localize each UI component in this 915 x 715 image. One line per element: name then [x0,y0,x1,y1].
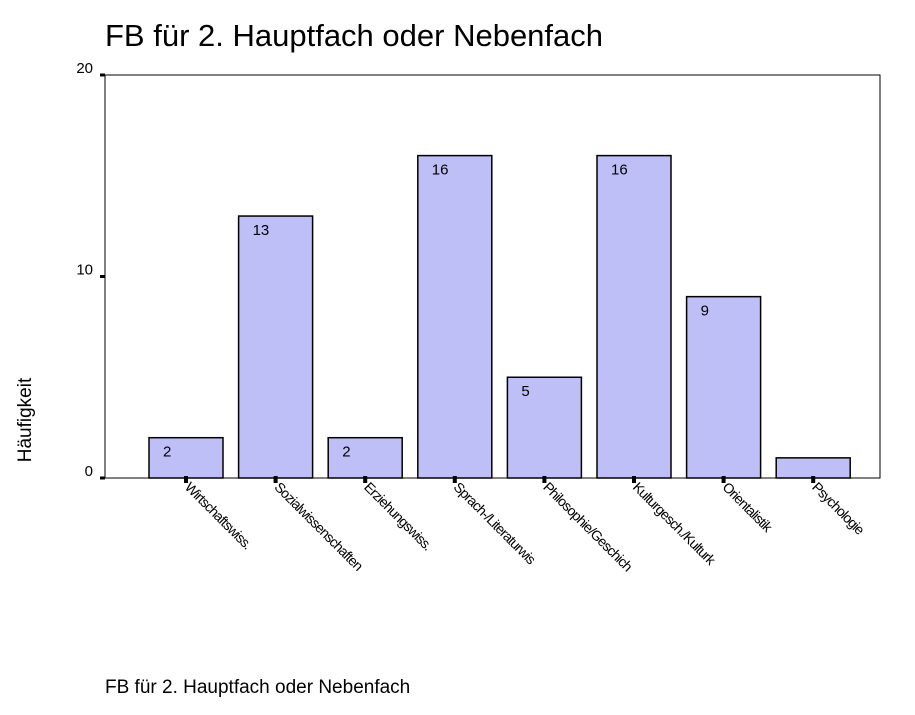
x-tick [542,476,547,483]
data-label: 2 [163,444,171,461]
data-label: 16 [432,162,449,179]
x-tick-label: Wirtschaftswiss. [182,479,255,552]
bar [685,295,762,479]
y-tick-label: 0 [85,463,93,480]
x-tick-label: Orientalistik [719,479,776,536]
chart-title: FB für 2. Hauptfach oder Nebenfach [105,18,603,53]
x-tick [811,476,816,483]
x-tick-label: Erziehungswiss. [361,479,435,553]
x-tick [363,476,368,483]
y-axis-title: Häufigkeit [15,377,36,462]
x-tick-label: Philosophie/Geschich [540,479,635,574]
x-axis-title: FB für 2. Hauptfach oder Nebenfach [105,677,410,698]
x-tick-label: Psychologie [809,479,868,538]
x-tick [273,476,278,483]
y-tick-label: 10 [76,261,93,278]
x-tick [721,476,726,483]
bar [596,154,672,479]
bar [148,436,224,479]
bar [237,215,314,479]
data-label: 5 [521,383,529,400]
bar [506,376,583,479]
y-tick-label: 20 [76,60,93,77]
x-tick [452,476,457,483]
x-tick-label: Kulturgesch./Kulturk [630,479,720,569]
x-tick-label: Sprach-/Literaturwis [451,479,540,568]
bar [775,457,851,479]
data-label: 2 [342,444,350,461]
bar [417,154,493,479]
x-tick [184,476,188,483]
data-label: 16 [611,162,628,179]
data-label: 9 [701,303,709,320]
x-tick-label: Sozialwissenschaften [271,479,366,574]
data-label: 13 [253,222,270,239]
x-tick [632,476,636,483]
bar [327,436,403,479]
